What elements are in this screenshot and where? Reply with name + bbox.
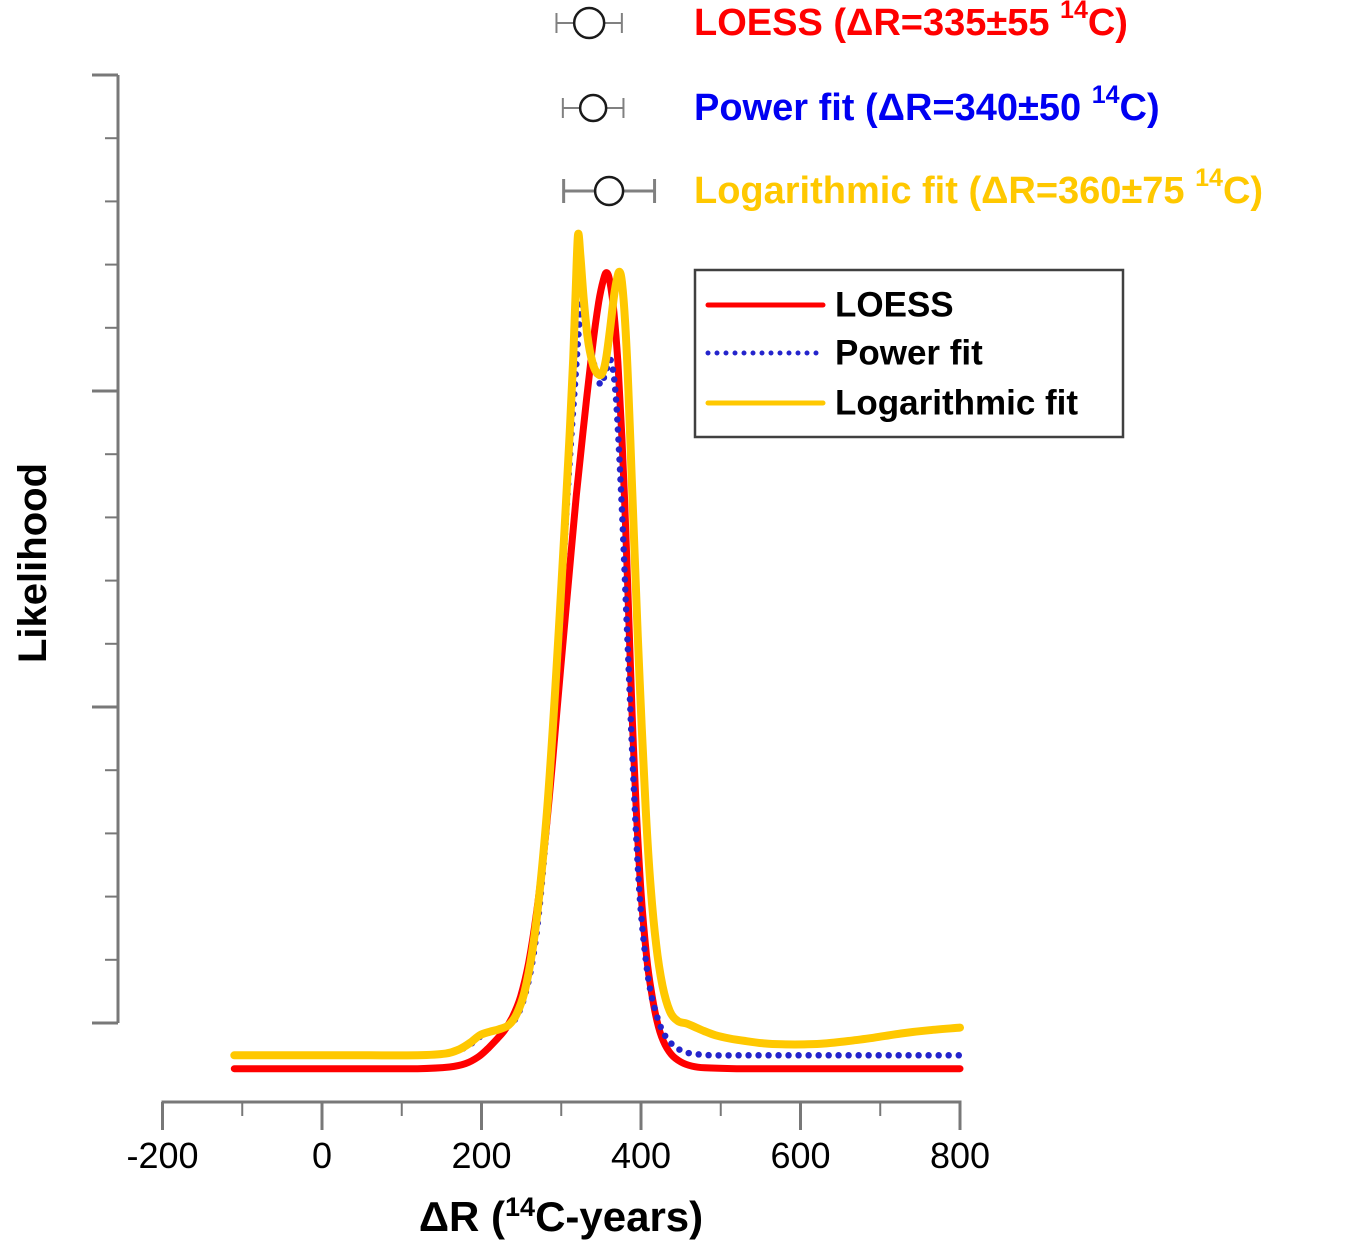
annotation-label-part: Logarithmic fit (ΔR=360±75 [694, 170, 1195, 212]
annotation-label-part: C) [1223, 170, 1263, 212]
annotation-label-part: LOESS (ΔR=335±55 [694, 2, 1060, 44]
x-tick-label: 400 [611, 1135, 671, 1176]
curves-group [230, 229, 964, 1073]
annotation-label-part: 14 [1092, 81, 1120, 109]
legend-group: LOESS Power fit Logarithmic fit [705, 286, 1078, 423]
x-tick-label: -200 [126, 1135, 198, 1176]
x-axis-title: ΔR (14C-years) [419, 1192, 703, 1240]
axes-group: -200 0 200 400 600 800 [92, 73, 990, 1176]
x-tick-label: 0 [312, 1135, 332, 1176]
x-tick-label: 800 [930, 1135, 990, 1176]
annotation-label-part: C) [1120, 87, 1160, 129]
annotation-label-part: 14 [1060, 0, 1088, 24]
legend-box [693, 268, 1125, 439]
curve-logarithmic-fit [230, 229, 964, 1060]
x-axis-title-superscript: 14 [505, 1192, 535, 1222]
x-tick-label: 200 [451, 1135, 511, 1176]
x-axis-title-post: C-years) [535, 1193, 703, 1240]
legend-label: Power fit [835, 334, 983, 373]
legend-label: Logarithmic fit [835, 384, 1078, 423]
mean-marker-circle [578, 93, 608, 123]
y-axis-title: Likelihood [11, 463, 55, 663]
loess-annotation-label: LOESS (ΔR=335±55 14C) [694, 0, 1128, 44]
curve-loess [230, 269, 964, 1073]
power-annotation-label: Power fit (ΔR=340±50 14C) [694, 81, 1160, 129]
log-annotation-label: Logarithmic fit (ΔR=360±75 14C) [694, 164, 1263, 212]
annotation-label-part: C) [1088, 2, 1128, 44]
x-tick-label: 600 [770, 1135, 830, 1176]
annotation-label-part: 14 [1195, 164, 1223, 192]
annotations-group: LOESS (ΔR=335±55 14C)Power fit (ΔR=340±5… [555, 0, 1263, 212]
legend-label: LOESS [835, 286, 954, 325]
x-axis-title-pre: ΔR ( [419, 1193, 505, 1240]
mean-marker-circle [593, 175, 625, 207]
annotation-label-part: Power fit (ΔR=340±50 [694, 87, 1092, 129]
mean-marker-circle [572, 6, 606, 40]
